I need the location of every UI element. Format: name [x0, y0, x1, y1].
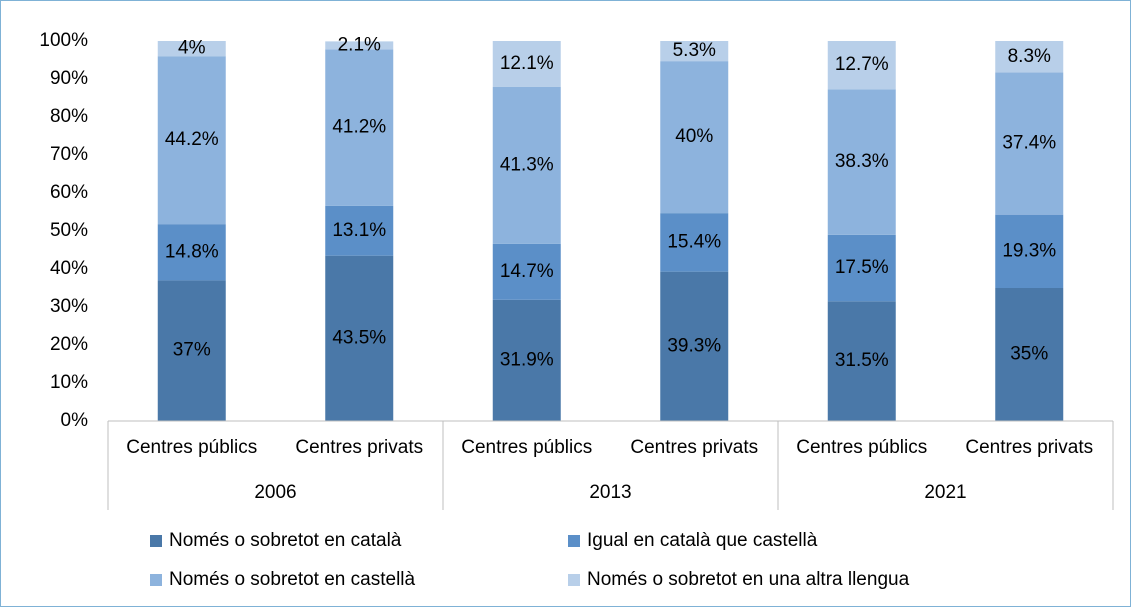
bar-segment: [827, 234, 896, 302]
bar-segment: [827, 41, 896, 90]
data-label: 14.8%: [165, 241, 219, 262]
data-label: 35%: [1010, 344, 1048, 365]
bar-segment: [827, 89, 896, 235]
bar-segment: [325, 205, 394, 256]
y-tick-label: 40%: [50, 258, 88, 279]
legend-label: Només o sobretot en castellà: [169, 569, 416, 590]
y-tick-label: 80%: [50, 106, 88, 127]
y-tick-label: 100%: [39, 30, 88, 51]
data-label: 43.5%: [332, 327, 386, 348]
data-label: 39.3%: [667, 335, 721, 356]
bar-segment: [995, 41, 1064, 73]
legend-swatch: [568, 535, 580, 547]
data-label: 44.2%: [165, 129, 219, 150]
data-label: 4%: [178, 38, 206, 59]
bar-segment: [492, 243, 561, 300]
bar-segment: [157, 41, 226, 57]
data-label: 2.1%: [338, 34, 381, 55]
data-label: 31.9%: [500, 349, 554, 370]
legend-swatch: [568, 574, 580, 586]
x-tick-label: Centres privats: [295, 437, 423, 458]
bar-segment: [660, 271, 729, 421]
bar-segment: [660, 61, 729, 214]
data-label: 41.2%: [332, 117, 386, 138]
x-tick-label: Centres públics: [796, 437, 927, 458]
data-label: 15.4%: [667, 231, 721, 252]
data-label: 37.4%: [1002, 133, 1056, 154]
data-label: 17.5%: [835, 257, 889, 278]
bar-segment: [995, 72, 1064, 215]
y-tick-label: 30%: [50, 296, 88, 317]
x-tick-label: Centres privats: [630, 437, 758, 458]
y-tick-label: 10%: [50, 372, 88, 393]
bar-segment: [157, 56, 226, 225]
bar-segment: [492, 299, 561, 421]
legend-swatch: [150, 535, 162, 547]
y-tick-label: 0%: [61, 410, 89, 431]
data-label: 19.3%: [1002, 240, 1056, 261]
bar-segment: [325, 41, 394, 50]
bar-segment: [660, 41, 729, 62]
bar-segment: [492, 41, 561, 87]
bar-segment: [325, 255, 394, 421]
legend-swatch: [150, 574, 162, 586]
bar-segment: [827, 301, 896, 421]
data-label: 40%: [675, 126, 713, 147]
x-tick-label: Centres públics: [461, 437, 592, 458]
data-label: 5.3%: [673, 40, 716, 61]
bar-segment: [157, 280, 226, 421]
data-label: 41.3%: [500, 154, 554, 175]
data-label: 13.1%: [332, 220, 386, 241]
data-label: 14.7%: [500, 261, 554, 282]
bar-segment: [325, 49, 394, 206]
bar-segment: [995, 288, 1064, 421]
legend-label: Igual en català que castellà: [587, 530, 818, 551]
data-label: 12.7%: [835, 54, 889, 75]
y-tick-label: 60%: [50, 182, 88, 203]
y-tick-label: 90%: [50, 68, 88, 89]
group-label: 2013: [589, 482, 631, 503]
group-label: 2021: [924, 482, 966, 503]
bar-segment: [157, 224, 226, 281]
bar-segment: [995, 214, 1064, 288]
group-label: 2006: [254, 482, 296, 503]
legend-label: Només o sobretot en una altra llengua: [587, 569, 910, 590]
y-tick-label: 70%: [50, 144, 88, 165]
data-label: 38.3%: [835, 151, 889, 172]
data-label: 8.3%: [1008, 46, 1051, 67]
x-tick-label: Centres públics: [126, 437, 257, 458]
bar-segment: [492, 86, 561, 244]
bar-segment: [660, 213, 729, 272]
y-tick-label: 20%: [50, 334, 88, 355]
x-tick-label: Centres privats: [965, 437, 1093, 458]
data-label: 31.5%: [835, 350, 889, 371]
data-label: 37%: [173, 340, 211, 361]
y-tick-label: 50%: [50, 220, 88, 241]
data-label: 12.1%: [500, 53, 554, 74]
legend-label: Només o sobretot en català: [169, 530, 402, 551]
